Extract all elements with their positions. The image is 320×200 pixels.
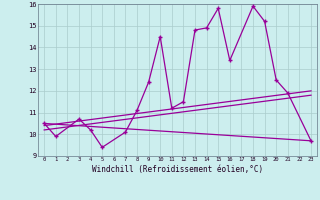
X-axis label: Windchill (Refroidissement éolien,°C): Windchill (Refroidissement éolien,°C) [92,165,263,174]
